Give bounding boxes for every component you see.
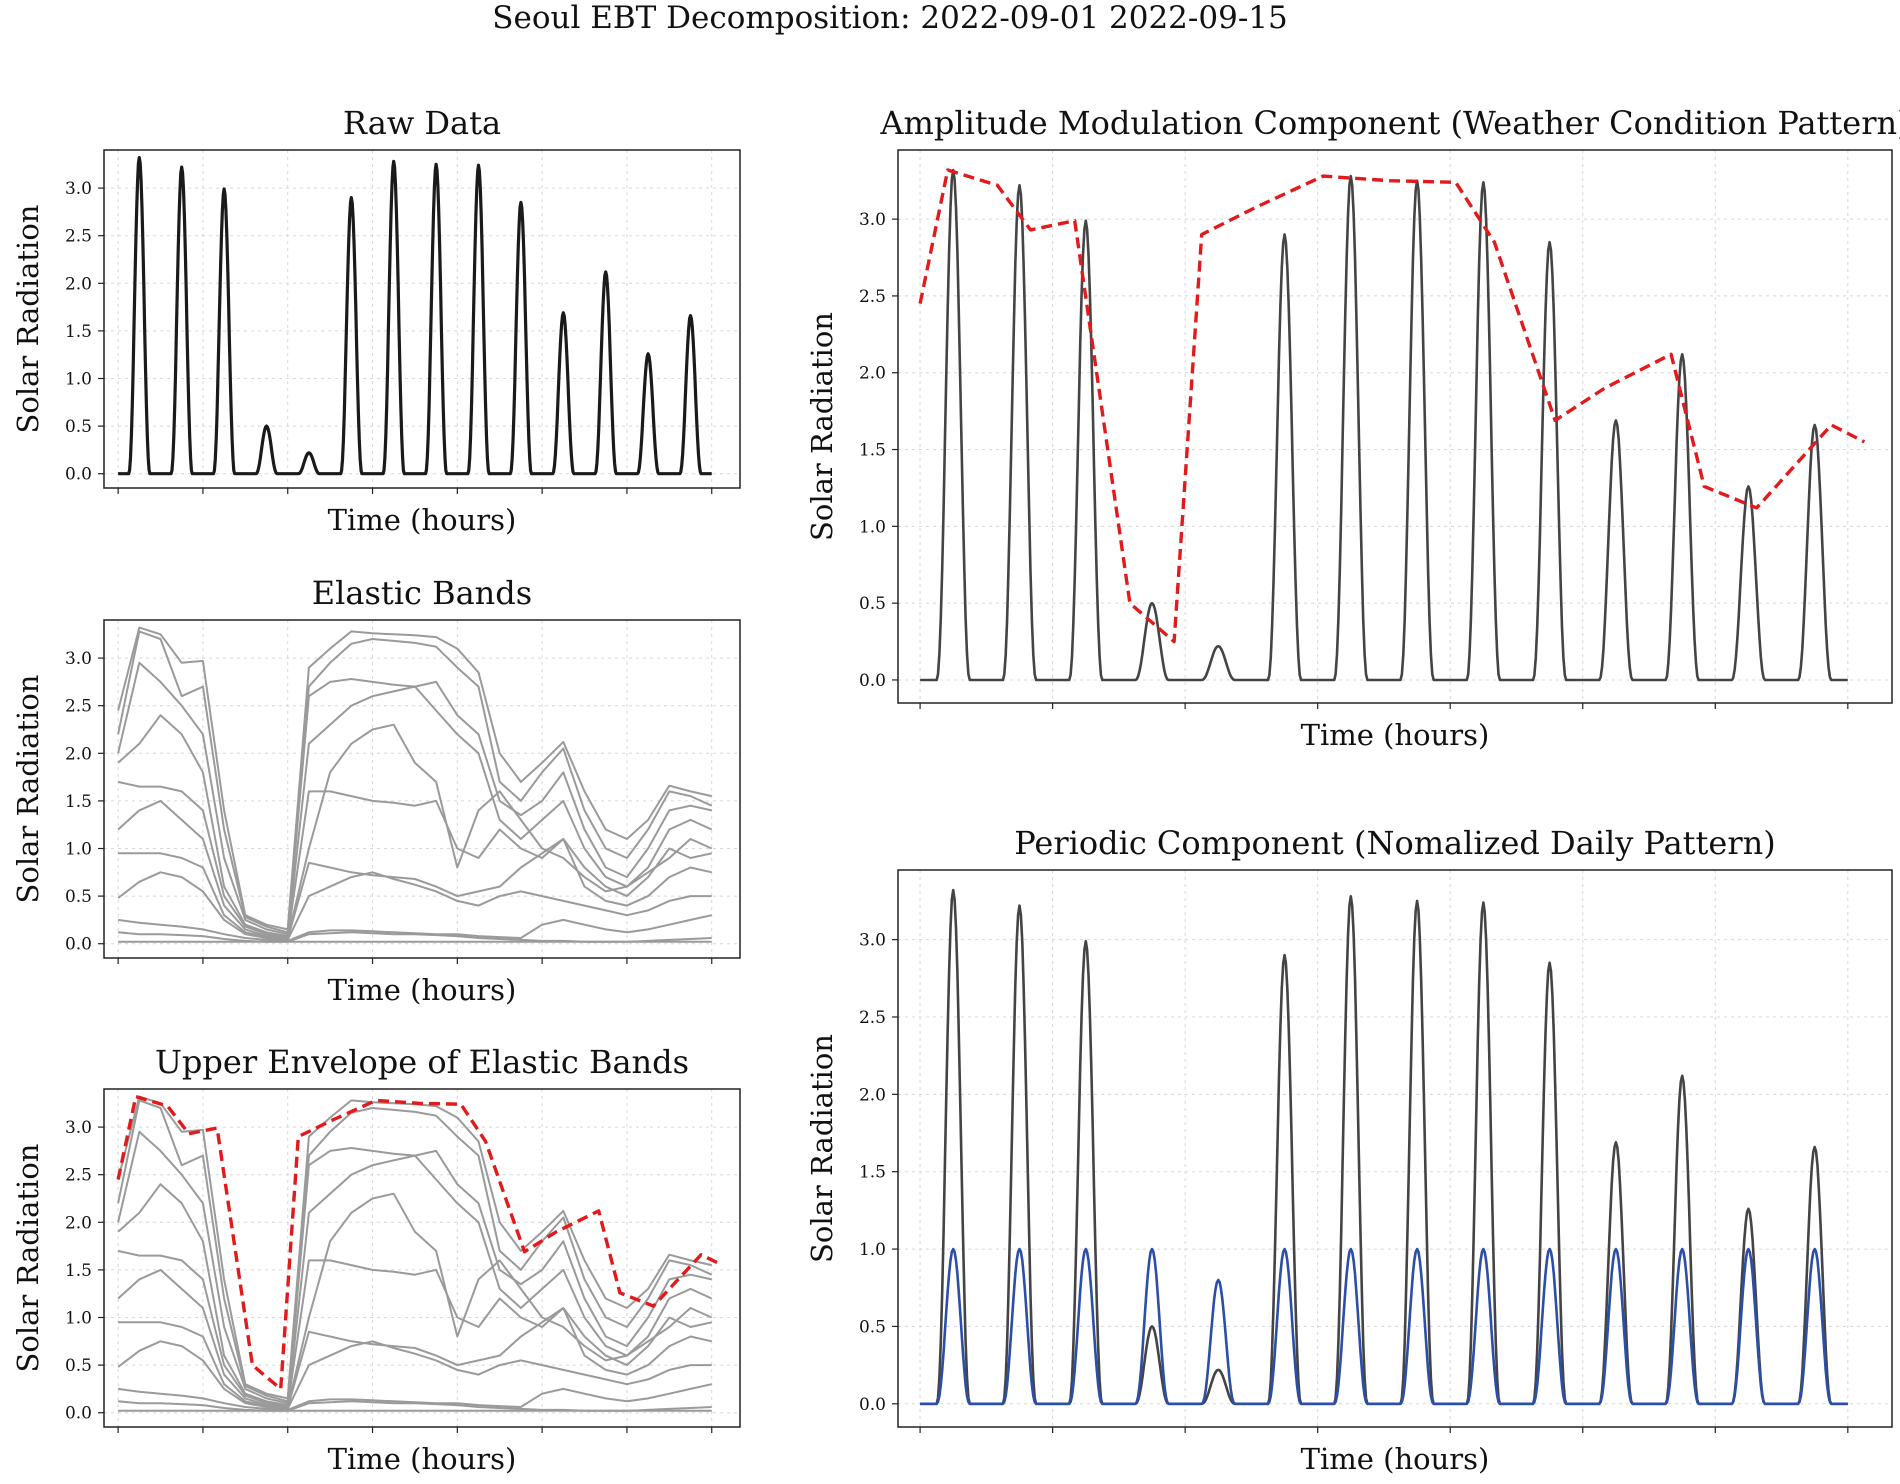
y-tick-label: 1.0 <box>859 517 886 537</box>
y-tick-label: 2.5 <box>65 1166 92 1186</box>
elastic-band-line <box>117 685 713 938</box>
y-tick-label: 3.0 <box>859 931 886 951</box>
y-tick-label: 1.0 <box>65 370 92 390</box>
y-axis-label: Solar Radiation <box>11 1144 45 1373</box>
y-tick-label: 0.0 <box>65 1404 92 1424</box>
chart-title: Amplitude Modulation Component (Weather … <box>879 104 1900 142</box>
y-tick-label: 2.5 <box>65 697 92 717</box>
x-axis-label: Time (hours) <box>1301 718 1490 752</box>
plot-frame <box>897 149 1893 704</box>
y-axis-label: Solar Radiation <box>805 1034 839 1263</box>
figure-suptitle: Seoul EBT Decomposition: 2022-09-01 2022… <box>492 0 1288 36</box>
y-tick-label: 3.0 <box>65 649 92 669</box>
y-tick-label: 0.0 <box>65 935 92 955</box>
y-axis-label: Solar Radiation <box>11 205 45 434</box>
envelope-series-line <box>116 1094 724 1391</box>
chart-title: Elastic Bands <box>312 574 532 612</box>
elastic-band-line <box>118 1400 712 1412</box>
y-tick-label: 2.5 <box>859 287 886 307</box>
elastic-band-line <box>117 871 712 941</box>
y-tick-label: 2.0 <box>65 274 92 294</box>
elastic-band-line <box>117 723 713 939</box>
x-axis-label: Time (hours) <box>1301 1442 1490 1476</box>
plot-frame <box>103 1088 741 1428</box>
elastic-band-line <box>117 630 713 934</box>
y-axis-label: Solar Radiation <box>11 675 45 904</box>
y-tick-label: 3.0 <box>65 179 92 199</box>
raw-series-line <box>920 168 1848 682</box>
y-tick-label: 0.5 <box>65 1356 92 1376</box>
y-tick-label: 1.0 <box>65 1309 92 1329</box>
plot-frame <box>103 149 741 489</box>
y-tick-label: 1.5 <box>65 1261 92 1281</box>
periodic-series-line <box>920 1247 1848 1406</box>
chart-upper: 0.0 0.5 1.0 1.5 2.0 2.5 3.0 Upper Envelope of E… <box>11 1043 741 1476</box>
chart-periodic: 0.0 0.5 1.0 1.5 2.0 2.5 3.0 Periodic Component … <box>805 824 1893 1476</box>
elastic-band-line <box>118 1307 712 1409</box>
y-tick-label: 2.0 <box>859 364 886 384</box>
y-tick-label: 0.5 <box>65 887 92 907</box>
y-tick-label: 1.5 <box>65 792 92 812</box>
x-axis-label: Time (hours) <box>328 973 517 1007</box>
chart-title: Upper Envelope of Elastic Bands <box>155 1043 689 1081</box>
envelope-series-line <box>918 168 1866 644</box>
elastic-band-line <box>117 1099 713 1403</box>
raw-series-line <box>117 156 713 476</box>
plot-frame <box>897 869 1893 1428</box>
y-tick-label: 2.5 <box>65 227 92 247</box>
y-tick-label: 1.5 <box>859 441 886 461</box>
y-tick-label: 2.5 <box>859 1008 886 1028</box>
x-axis-label: Time (hours) <box>328 503 517 537</box>
chart-amplitude: 0.0 0.5 1.0 1.5 2.0 2.5 3.0 Amplitude Modulatio… <box>805 104 1900 752</box>
elastic-band-line <box>117 626 712 931</box>
y-axis-label: Solar Radiation <box>805 312 839 541</box>
elastic-band-line <box>118 838 712 940</box>
y-tick-label: 1.0 <box>65 840 92 860</box>
y-tick-label: 2.0 <box>65 744 92 764</box>
elastic-band-line <box>117 1192 713 1408</box>
x-axis-label: Time (hours) <box>328 1442 517 1476</box>
y-tick-label: 1.5 <box>859 1163 886 1183</box>
y-tick-label: 0.5 <box>65 417 92 437</box>
chart-title: Periodic Component (Nomalized Daily Patt… <box>1014 824 1775 862</box>
plot-frame <box>103 619 741 959</box>
y-tick-label: 1.0 <box>859 1240 886 1260</box>
elastic-band-line <box>117 1340 712 1410</box>
chart-raw: 0.0 0.5 1.0 1.5 2.0 2.5 3.0 Raw Data Time (hours… <box>11 104 741 537</box>
y-tick-label: 1.5 <box>65 322 92 342</box>
y-tick-label: 3.0 <box>65 1118 92 1138</box>
y-tick-label: 0.5 <box>859 594 886 614</box>
chart-bands: 0.0 0.5 1.0 1.5 2.0 2.5 3.0 Elastic Bands Time (… <box>11 574 741 1007</box>
y-tick-label: 0.0 <box>65 465 92 485</box>
y-tick-label: 0.0 <box>859 1395 886 1415</box>
chart-title: Raw Data <box>343 104 501 142</box>
y-tick-label: 2.0 <box>65 1213 92 1233</box>
y-tick-label: 0.0 <box>859 671 886 691</box>
y-tick-label: 3.0 <box>859 210 886 230</box>
y-tick-label: 2.0 <box>859 1085 886 1105</box>
elastic-band-line <box>117 1154 713 1407</box>
y-tick-label: 0.5 <box>859 1317 886 1337</box>
elastic-band-line <box>118 931 712 943</box>
